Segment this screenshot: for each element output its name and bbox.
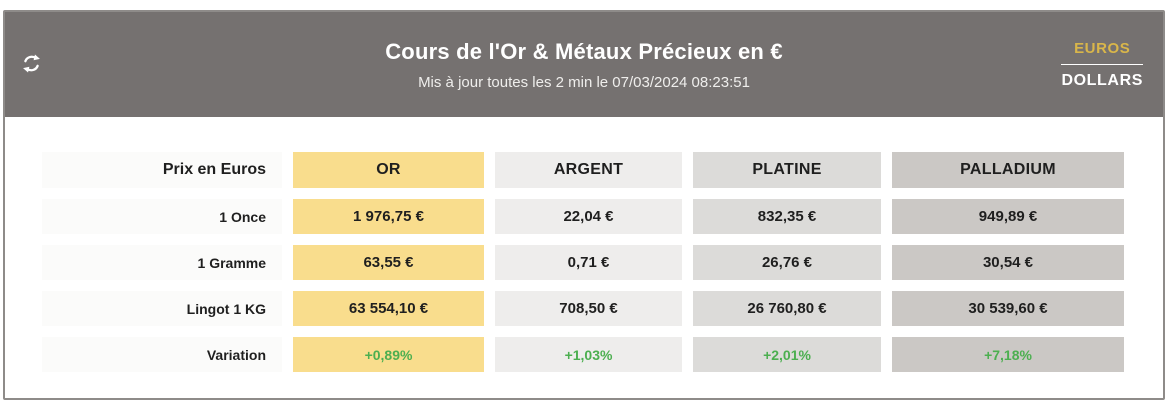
price-table: Prix en Euros OR ARGENT PLATINE PALLADIU… — [42, 152, 1163, 372]
variation-cell-palladium: +7,18% — [892, 337, 1124, 372]
page-title: Cours de l'Or & Métaux Précieux en € — [385, 38, 783, 64]
price-cell-palladium-1-gramme: 30,54 € — [892, 245, 1124, 280]
update-status: Mis à jour toutes les 2 min le 07/03/202… — [418, 73, 750, 91]
currency-divider — [1061, 63, 1143, 65]
price-cell-argent-1-once: 22,04 € — [495, 199, 682, 234]
row-label-1-gramme: 1 Gramme — [42, 245, 282, 280]
row-label-variation: Variation — [42, 337, 282, 372]
price-cell-argent-1-gramme: 0,71 € — [495, 245, 682, 280]
corner-label: Prix en Euros — [42, 152, 282, 188]
widget-header: Cours de l'Or & Métaux Précieux en € Mis… — [5, 12, 1163, 117]
price-cell-platine-1-gramme: 26,76 € — [693, 245, 881, 280]
currency-toggle: EUROS DOLLARS — [1061, 40, 1143, 90]
column-header-argent: ARGENT — [495, 152, 682, 188]
price-cell-or-1-once: 1 976,75 € — [293, 199, 484, 234]
currency-option-euros[interactable]: EUROS — [1074, 39, 1131, 57]
price-cell-palladium-1-once: 949,89 € — [892, 199, 1124, 234]
column-header-palladium: PALLADIUM — [892, 152, 1124, 188]
refresh-button[interactable] — [18, 52, 44, 78]
column-header-or: OR — [293, 152, 484, 188]
row-label-lingot-1-kg: Lingot 1 KG — [42, 291, 282, 326]
variation-cell-argent: +1,03% — [495, 337, 682, 372]
price-cell-palladium-lingot: 30 539,60 € — [892, 291, 1124, 326]
price-cell-platine-lingot: 26 760,80 € — [693, 291, 881, 326]
price-cell-or-1-gramme: 63,55 € — [293, 245, 484, 280]
price-cell-platine-1-once: 832,35 € — [693, 199, 881, 234]
variation-cell-or: +0,89% — [293, 337, 484, 372]
currency-option-dollars[interactable]: DOLLARS — [1061, 71, 1143, 89]
price-cell-argent-lingot: 708,50 € — [495, 291, 682, 326]
column-header-platine: PLATINE — [693, 152, 881, 188]
row-label-1-once: 1 Once — [42, 199, 282, 234]
refresh-icon — [20, 52, 43, 78]
price-cell-or-lingot: 63 554,10 € — [293, 291, 484, 326]
gold-price-widget: Cours de l'Or & Métaux Précieux en € Mis… — [3, 10, 1165, 400]
variation-cell-platine: +2,01% — [693, 337, 881, 372]
